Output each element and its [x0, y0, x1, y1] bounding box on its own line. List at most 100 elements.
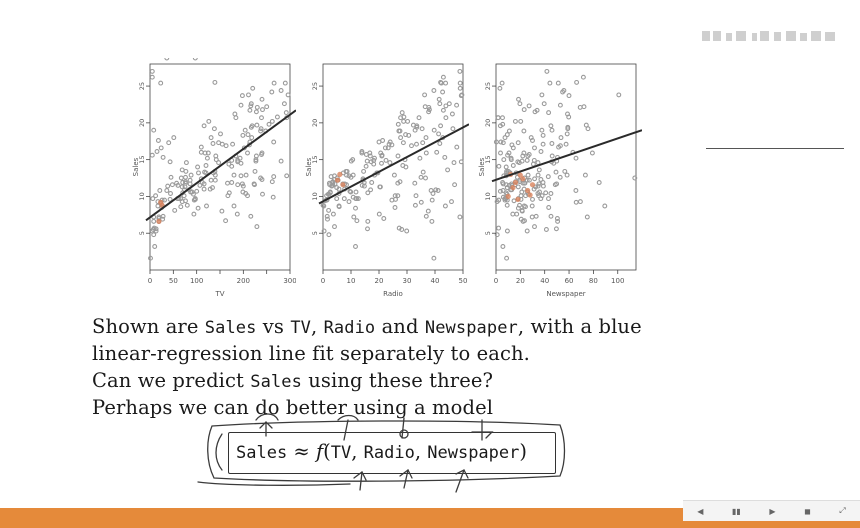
data-point — [510, 163, 516, 168]
data-point — [245, 132, 251, 138]
data-point — [446, 101, 452, 107]
data-point — [167, 159, 173, 165]
data-point — [259, 115, 264, 121]
data-point — [264, 104, 270, 110]
data-point — [248, 103, 254, 109]
data-point — [535, 160, 541, 166]
data-point — [512, 118, 518, 124]
data-point — [364, 158, 370, 164]
data-point — [530, 196, 535, 202]
data-point — [538, 149, 544, 154]
data-point — [555, 218, 561, 224]
data-point — [549, 141, 555, 146]
data-point — [269, 179, 275, 185]
data-point — [284, 173, 290, 179]
data-point — [367, 153, 373, 159]
data-point — [500, 140, 506, 146]
regression-line — [318, 123, 469, 205]
data-point — [252, 168, 258, 174]
data-point — [211, 126, 217, 132]
data-point — [197, 182, 203, 188]
data-point — [282, 80, 288, 86]
data-point — [334, 196, 340, 202]
x-tick-label: 0 — [494, 277, 498, 285]
y-tick-label: 25 — [311, 82, 319, 90]
y-tick-label: 5 — [484, 231, 492, 235]
data-point — [496, 163, 502, 169]
data-point — [239, 181, 245, 187]
data-point — [431, 88, 437, 93]
data-point — [152, 244, 158, 249]
data-point — [278, 88, 284, 93]
data-point — [526, 177, 532, 183]
x-tick-label: 0 — [148, 277, 152, 285]
data-point — [596, 180, 602, 185]
caption-text: vs — [256, 315, 291, 338]
data-point — [504, 228, 510, 234]
caption-text: using these three? — [301, 369, 494, 392]
data-point — [496, 225, 502, 231]
x-tick-label: 80 — [589, 277, 598, 285]
data-point — [573, 199, 579, 205]
data-point — [577, 199, 583, 205]
data-point — [435, 188, 441, 193]
data-point — [202, 150, 208, 156]
formula-sales: Sales — [236, 443, 288, 463]
player-control-icon[interactable]: ◼ — [804, 506, 811, 516]
data-point — [413, 193, 419, 199]
data-point — [540, 183, 546, 189]
data-point — [503, 164, 509, 170]
player-control-icon[interactable]: ▶ — [769, 506, 776, 516]
data-point — [238, 160, 244, 166]
chart-svg-tv: 0 50 100 200 300 5 10 15 20 25 TV Sales — [132, 58, 296, 298]
data-point — [400, 163, 406, 168]
data-point — [225, 180, 230, 186]
data-point — [183, 179, 188, 185]
data-point — [234, 211, 240, 217]
scatter-plot-tv: 0 50 100 200 300 5 10 15 20 25 TV Sales — [132, 58, 296, 304]
data-point — [188, 172, 194, 178]
player-control-icon[interactable]: ◀ — [697, 506, 704, 516]
highlighted-point — [527, 192, 533, 198]
data-point — [553, 226, 559, 232]
data-point — [508, 155, 514, 161]
data-point — [260, 191, 265, 197]
data-point — [259, 96, 265, 102]
x-tick-label: 20 — [375, 277, 384, 285]
y-tick-label: 10 — [484, 192, 492, 200]
data-point — [226, 190, 232, 196]
data-point — [182, 184, 188, 190]
data-point — [187, 181, 193, 187]
bottom-bar — [0, 508, 860, 528]
data-point — [454, 144, 460, 150]
player-control-icon[interactable]: ⤢ — [839, 506, 846, 515]
y-tick-label: 20 — [484, 119, 492, 127]
data-point — [180, 180, 186, 185]
player-control-icon[interactable]: ▮▮ — [732, 506, 741, 516]
formula-tv: TV — [330, 443, 352, 463]
caption-line-1: Shown are Sales vs TV, Radio and Newspap… — [92, 315, 642, 338]
data-point — [422, 92, 428, 98]
data-point — [440, 89, 446, 95]
data-point — [521, 128, 527, 134]
data-point — [175, 182, 181, 188]
data-point — [249, 135, 255, 141]
data-point — [504, 168, 510, 174]
data-point — [231, 172, 237, 178]
data-point — [398, 135, 404, 141]
data-point — [457, 214, 463, 220]
data-point — [254, 224, 260, 230]
data-point — [254, 104, 260, 110]
data-point — [369, 180, 375, 185]
data-point — [524, 157, 530, 163]
plot-frame — [322, 63, 464, 271]
data-point — [501, 157, 507, 163]
data-point — [416, 115, 422, 121]
data-point — [543, 227, 549, 232]
data-point — [420, 140, 426, 146]
data-point — [526, 152, 532, 157]
chart-svg-radio: 0 10 20 30 40 50 5 10 15 20 25 Radio Sales — [305, 63, 469, 298]
data-point — [271, 174, 277, 180]
data-point — [164, 188, 170, 193]
data-point — [249, 123, 255, 129]
